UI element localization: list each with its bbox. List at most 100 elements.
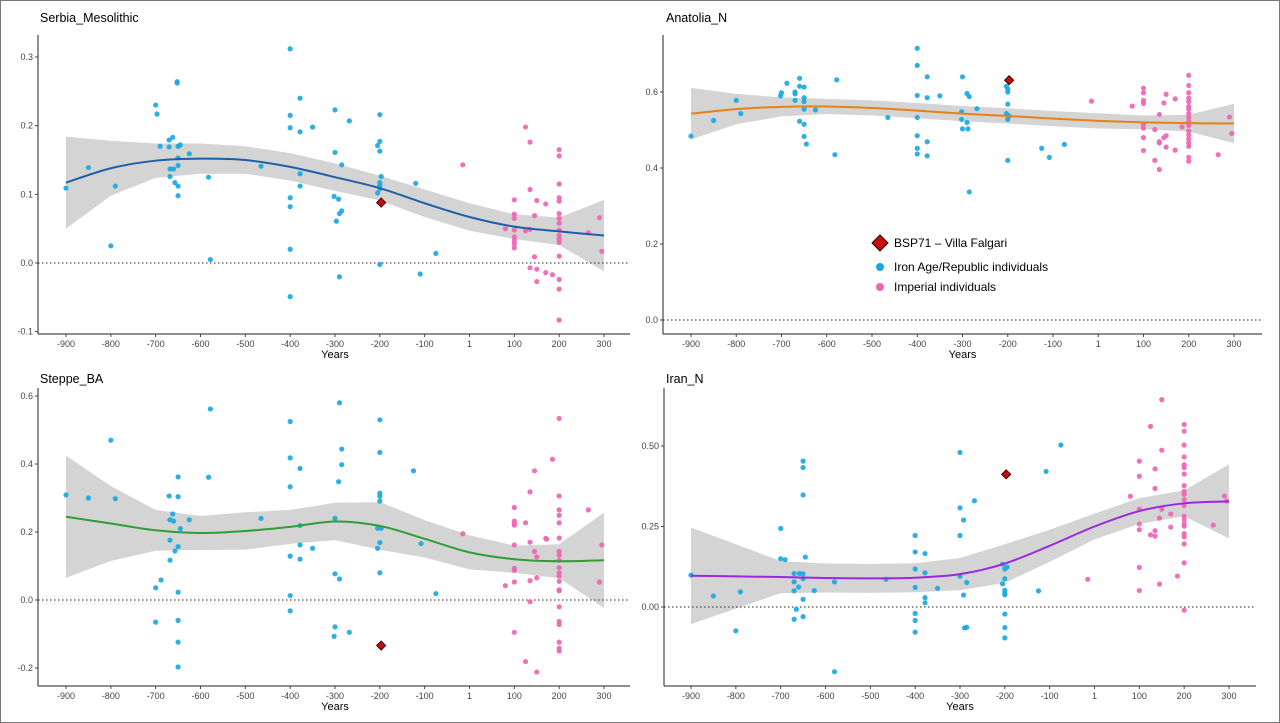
- iron-age-point: [964, 579, 970, 586]
- iron-age-point: [914, 145, 920, 151]
- iron-age-point: [377, 570, 383, 576]
- iron-age-point: [297, 183, 303, 189]
- imperial-point: [1221, 493, 1228, 499]
- imperial-point: [556, 147, 562, 153]
- iron-age-point: [153, 585, 159, 591]
- imperial-point: [556, 253, 562, 259]
- iron-age-point: [377, 417, 383, 423]
- imperial-point: [1186, 111, 1192, 117]
- iron-age-point: [171, 518, 177, 524]
- x-tick-label: 1: [467, 339, 472, 349]
- iron-age-point: [885, 114, 891, 121]
- imperial-point: [1181, 491, 1187, 497]
- imperial-point: [556, 493, 562, 499]
- iron-age-point: [177, 526, 183, 532]
- imperial-point: [556, 578, 562, 584]
- x-axis-label: Years: [949, 349, 977, 361]
- y-tick-label: 0.00: [641, 602, 659, 612]
- x-tick-label: -500: [861, 691, 879, 701]
- imperial-point: [527, 265, 533, 271]
- iron-age-point: [336, 274, 343, 280]
- imperial-point: [1159, 506, 1165, 512]
- iron-age-point: [175, 474, 181, 480]
- y-tick-label: 0.2: [20, 121, 33, 131]
- imperial-point: [556, 210, 562, 217]
- imperial-point: [511, 542, 517, 548]
- iron-age-point: [934, 585, 941, 591]
- iron-age-point: [914, 92, 920, 99]
- smooth-trend-line: [65, 515, 605, 563]
- iron-age-point: [778, 90, 785, 96]
- legend-label: Iron Age/Republic individuals: [894, 260, 1048, 274]
- x-tick-label: -500: [236, 691, 254, 701]
- imperial-point: [1129, 103, 1135, 109]
- imperial-point: [1186, 72, 1192, 78]
- iron-age-point: [912, 549, 918, 555]
- imperial-point: [599, 542, 605, 548]
- iron-age-point: [418, 540, 424, 547]
- smooth-trend-line: [690, 105, 1235, 125]
- imperial-point: [1136, 521, 1142, 527]
- imperial-point: [1181, 471, 1187, 477]
- iron-age-point: [332, 624, 338, 630]
- imperial-point: [522, 228, 529, 234]
- iron-age-point: [964, 624, 970, 630]
- iron-age-point: [924, 74, 930, 80]
- x-tick-label: -700: [147, 691, 165, 701]
- iron-age-point: [1005, 101, 1011, 107]
- iron-age-point: [287, 553, 293, 559]
- iron-age-point: [85, 164, 92, 171]
- iron-age-point: [175, 544, 181, 550]
- imperial-point: [1181, 442, 1187, 448]
- imperial-point: [556, 552, 562, 558]
- imperial-point: [1181, 541, 1187, 547]
- imperial-point: [556, 548, 562, 554]
- x-tick-label: -200: [999, 339, 1017, 349]
- iron-age-point: [738, 111, 744, 117]
- imperial-point: [511, 567, 517, 574]
- x-tick-label: -100: [416, 691, 434, 701]
- iron-age-point: [914, 62, 920, 68]
- iron-age-point: [309, 545, 316, 551]
- x-tick-label: -400: [281, 691, 299, 701]
- iron-age-point: [374, 545, 381, 551]
- iron-age-point: [207, 406, 213, 412]
- iron-age-point: [297, 556, 303, 562]
- imperial-point: [531, 254, 538, 260]
- imperial-point: [556, 286, 562, 292]
- iron-age-point: [63, 492, 69, 498]
- x-tick-label: 200: [1181, 339, 1196, 349]
- x-axis-label: Years: [321, 701, 349, 713]
- x-tick-label: -600: [191, 691, 209, 701]
- iron-age-point: [959, 74, 966, 80]
- x-tick-label: -900: [682, 691, 700, 701]
- imperial-point: [596, 215, 603, 221]
- imperial-point: [1159, 397, 1165, 403]
- imperial-point: [556, 573, 562, 579]
- iron-age-point: [108, 437, 114, 443]
- iron-age-point: [377, 539, 383, 546]
- iron-age-point: [914, 133, 920, 139]
- imperial-point: [502, 226, 508, 232]
- bsp71-marker: [375, 640, 387, 651]
- iron-age-point: [287, 112, 293, 118]
- iron-age-point: [258, 515, 264, 522]
- iron-age-point: [922, 595, 928, 601]
- x-tick-label: -300: [951, 691, 969, 701]
- x-tick-label: -800: [727, 339, 745, 349]
- iron-age-point: [733, 628, 739, 634]
- panel-title: Serbia_Mesolithic: [40, 11, 139, 25]
- imperial-point: [534, 197, 540, 204]
- imperial-point: [556, 215, 562, 221]
- iron-age-point: [1035, 588, 1042, 594]
- x-tick-label: -700: [147, 339, 165, 349]
- imperial-point: [511, 579, 517, 585]
- legend-label: Imperial individuals: [894, 280, 996, 294]
- iron-age-point: [958, 116, 965, 122]
- imperial-point: [556, 639, 562, 645]
- imperial-point: [556, 317, 562, 323]
- imperial-point: [1181, 607, 1187, 613]
- iron-age-point: [297, 542, 303, 548]
- x-tick-label: -400: [281, 339, 299, 349]
- iron-age-point: [186, 517, 192, 523]
